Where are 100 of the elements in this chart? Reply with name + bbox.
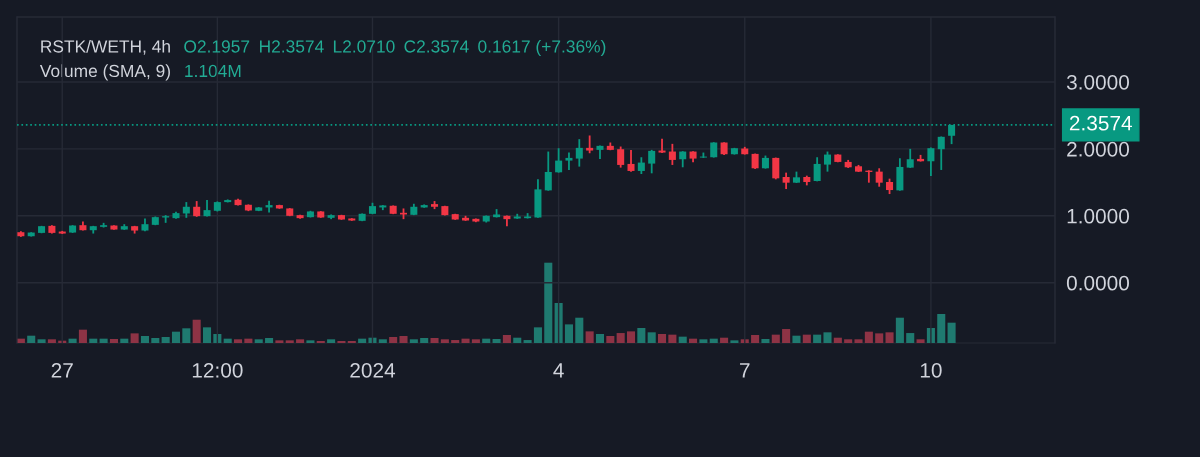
candlestick	[575, 138, 583, 168]
candlestick	[823, 150, 832, 173]
x-tick-label: 10	[920, 362, 942, 378]
candlestick	[906, 147, 914, 169]
bar	[626, 331, 636, 343]
bar	[420, 338, 429, 343]
x-tick-label: 2024	[350, 362, 396, 378]
bar	[151, 338, 160, 343]
bar	[120, 338, 129, 343]
candlestick	[927, 146, 935, 177]
bar	[575, 317, 584, 343]
bar	[906, 333, 915, 343]
bar	[689, 338, 698, 343]
bar	[358, 338, 367, 343]
bar	[730, 340, 739, 343]
bar	[347, 340, 356, 343]
candlestick	[658, 137, 666, 154]
bar	[254, 339, 263, 343]
x-tick-label: 7	[740, 363, 750, 378]
bar	[678, 336, 687, 343]
bar	[761, 338, 770, 343]
bar	[327, 339, 336, 343]
x-tick-label: 12:00	[192, 362, 243, 378]
bar	[234, 339, 243, 343]
bar	[389, 336, 398, 343]
bar	[99, 338, 108, 343]
candlestick	[896, 157, 904, 192]
candlestick	[648, 148, 656, 175]
annotation: 0.1617 (+7.36%)	[478, 39, 606, 57]
bar	[471, 339, 480, 343]
bar	[316, 340, 325, 343]
bar	[720, 337, 729, 343]
bar	[182, 328, 191, 343]
y-tick-label: 3.0000	[1066, 74, 1130, 90]
ref-line-label: 2.3574	[1069, 115, 1132, 131]
x-tick-label: 27	[51, 362, 73, 378]
bar	[306, 340, 315, 343]
bar	[368, 337, 377, 343]
candlestick	[617, 145, 625, 169]
candlestick	[565, 151, 573, 171]
bar	[440, 339, 449, 343]
bar	[130, 333, 139, 343]
bar	[482, 338, 491, 343]
bar	[844, 339, 853, 343]
bar	[585, 331, 594, 343]
chart-title: Volume (SMA, 9)	[39, 64, 170, 81]
annotation: 1.104M	[185, 64, 241, 78]
bar	[895, 317, 904, 343]
bar	[658, 334, 667, 343]
bar	[461, 338, 470, 343]
bar	[595, 334, 605, 343]
bar	[265, 338, 274, 343]
bar	[637, 327, 646, 343]
bar	[513, 337, 522, 343]
bar	[771, 334, 780, 343]
bar	[544, 262, 553, 343]
bar	[533, 327, 542, 343]
text: RSTK/WETH, 4h	[41, 39, 170, 55]
bar	[451, 340, 460, 343]
bar	[782, 329, 791, 343]
bar	[275, 340, 284, 343]
bar	[285, 340, 294, 343]
bar	[833, 337, 842, 343]
bar	[161, 336, 170, 343]
bar	[740, 339, 749, 343]
bar	[378, 339, 387, 343]
bar	[802, 334, 811, 343]
candlestick	[627, 148, 635, 173]
bar	[606, 336, 615, 343]
bar	[430, 338, 439, 343]
y-tick-label: 2.0000	[1067, 141, 1130, 157]
bar	[223, 338, 232, 343]
bar	[647, 332, 656, 343]
bar	[813, 334, 822, 343]
bar	[564, 324, 573, 343]
bar	[244, 338, 253, 343]
bar	[523, 340, 532, 343]
bar	[140, 336, 150, 343]
bar	[709, 338, 718, 343]
annotation: O2.1957	[184, 40, 250, 53]
candlestick	[544, 150, 552, 192]
bar	[202, 327, 212, 343]
y-tick-label: 1.0000	[1067, 208, 1130, 224]
bar	[192, 319, 201, 343]
bar	[109, 338, 118, 343]
bar	[399, 336, 408, 343]
bar	[699, 339, 708, 343]
annotation: L2.0710	[333, 40, 395, 53]
bar	[47, 339, 56, 343]
bar	[885, 332, 894, 343]
bar	[68, 338, 77, 343]
bar	[78, 329, 87, 343]
bar	[854, 339, 863, 343]
bar	[875, 333, 884, 343]
bar	[409, 339, 418, 343]
bar	[337, 340, 346, 343]
candlestick	[813, 156, 821, 183]
y-tick-label: 0.0000	[1066, 275, 1130, 291]
bar	[502, 334, 511, 343]
bar	[171, 331, 181, 343]
